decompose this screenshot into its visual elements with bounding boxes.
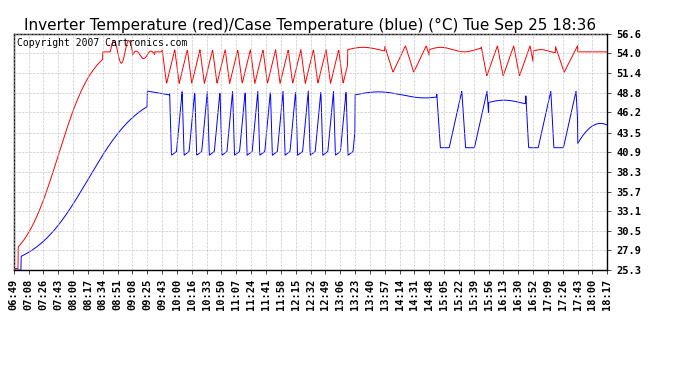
Title: Inverter Temperature (red)/Case Temperature (blue) (°C) Tue Sep 25 18:36: Inverter Temperature (red)/Case Temperat… <box>24 18 597 33</box>
Text: Copyright 2007 Cartronics.com: Copyright 2007 Cartronics.com <box>17 39 187 48</box>
